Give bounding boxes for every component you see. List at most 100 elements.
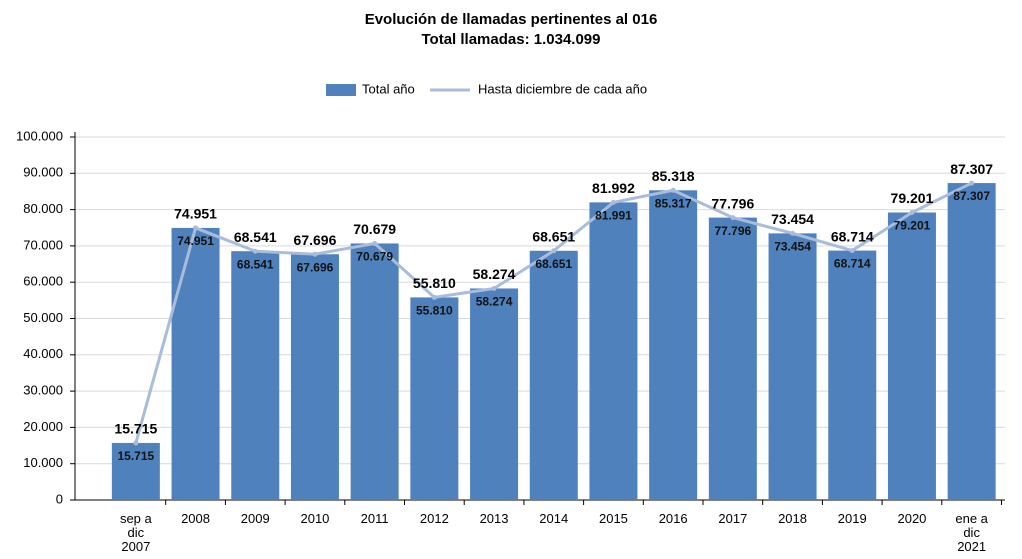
x-tick-label: 2018 (778, 511, 807, 526)
chart-title: Evolución de llamadas pertinentes al 016 (365, 11, 658, 28)
line-point (909, 210, 915, 216)
x-tick-label: sep a dic 2007 (120, 511, 153, 554)
line-point (193, 225, 199, 231)
y-tick-label: 10.000 (23, 455, 63, 470)
x-tick-label: 2019 (838, 511, 867, 526)
line-point (312, 251, 318, 257)
line-value-label: 68.541 (237, 257, 274, 271)
bar (350, 243, 399, 500)
line-point (133, 440, 139, 446)
bar-value-label: 15.715 (114, 421, 157, 437)
x-tick-label-line: 2010 (300, 511, 329, 526)
bar (708, 217, 757, 500)
line-point (551, 248, 557, 254)
bar (111, 442, 160, 500)
line-point (790, 230, 796, 236)
x-tick-label: 2012 (420, 511, 449, 526)
y-tick-label: 0 (56, 491, 63, 506)
x-tick-label: 2014 (539, 511, 568, 526)
x-tick-label-line: 2008 (181, 511, 210, 526)
bar (470, 288, 519, 500)
x-tick-label: 2011 (361, 511, 389, 526)
y-tick-label: 70.000 (23, 237, 63, 252)
x-tick-label: 2013 (480, 511, 509, 526)
bar (529, 250, 578, 500)
line-value-label: 85.317 (655, 196, 692, 210)
x-tick-label-line: 2013 (480, 511, 509, 526)
bar-value-label: 70.679 (353, 221, 396, 237)
line-point (670, 187, 676, 193)
x-tick-label-line: dic (128, 525, 145, 540)
bar-value-label: 77.796 (711, 195, 754, 211)
y-tick-label: 60.000 (23, 274, 63, 289)
bar-value-label: 74.951 (174, 206, 217, 222)
y-tick-label: 100.000 (16, 128, 63, 143)
y-tick-label: 50.000 (23, 310, 63, 325)
bar (947, 183, 996, 500)
y-tick-label: 80.000 (23, 201, 63, 216)
line-point (849, 248, 855, 254)
x-tick-label-line: 2007 (121, 539, 150, 554)
x-tick-label-line: 2017 (718, 511, 747, 526)
y-tick-label: 40.000 (23, 346, 63, 361)
x-tick-label: 2009 (241, 511, 270, 526)
bar-value-label: 58.274 (473, 266, 516, 282)
x-tick-label-line: 2018 (778, 511, 807, 526)
y-tick-label: 30.000 (23, 383, 63, 398)
bar-value-label: 73.454 (771, 211, 814, 227)
line-value-label: 58.274 (476, 295, 513, 309)
bar-value-label: 67.696 (294, 232, 337, 248)
bar-value-label: 87.307 (950, 161, 993, 177)
bar (649, 190, 698, 500)
x-tick-label-line: 2021 (957, 539, 986, 554)
y-tick-label: 90.000 (23, 165, 63, 180)
bar (290, 254, 339, 500)
chart-subtitle: Total llamadas: 1.034.099 (422, 31, 601, 48)
x-tick-label-line: 2020 (897, 511, 926, 526)
x-tick-label-line: 2015 (599, 511, 628, 526)
legend-swatch (326, 84, 356, 96)
bar (410, 297, 459, 500)
line-point (969, 180, 975, 186)
bar-value-label: 85.318 (652, 168, 695, 184)
x-tick-label: 2008 (181, 511, 210, 526)
x-tick-label-line: 2011 (361, 511, 389, 526)
x-tick-label-line: 2012 (420, 511, 449, 526)
x-tick-label-line: 2016 (659, 511, 688, 526)
line-value-label: 68.651 (535, 257, 572, 271)
line-value-label: 67.696 (297, 260, 334, 274)
x-tick-label: 2015 (599, 511, 628, 526)
x-tick-label: 2010 (300, 511, 329, 526)
bar (231, 251, 280, 500)
line-value-label: 73.454 (774, 240, 811, 254)
line-point (372, 240, 378, 246)
line-value-label: 79.201 (894, 219, 931, 233)
line-value-label: 87.307 (953, 189, 990, 203)
line-point (730, 215, 736, 221)
line-value-label: 77.796 (714, 224, 751, 238)
y-tick-label: 20.000 (23, 419, 63, 434)
x-tick-label-line: sep a (120, 511, 153, 526)
x-tick-label: 2017 (718, 511, 747, 526)
line-value-label: 74.951 (177, 234, 214, 248)
line-value-label: 15.715 (117, 449, 154, 463)
bar-value-label: 68.651 (532, 229, 575, 245)
line-value-label: 70.679 (356, 250, 393, 264)
x-tick-label-line: 2019 (838, 511, 867, 526)
x-tick-label-line: dic (963, 525, 980, 540)
bar (828, 250, 877, 500)
bar-value-label: 79.201 (891, 190, 934, 206)
bar-value-label: 81.992 (592, 180, 635, 196)
line-point (252, 248, 258, 254)
x-tick-label: 2020 (897, 511, 926, 526)
bar-value-label: 55.810 (413, 275, 456, 291)
x-tick-label-line: 2009 (241, 511, 270, 526)
bar (887, 212, 936, 500)
line-point (610, 199, 616, 205)
bar (171, 227, 220, 501)
bar-value-label: 68.541 (234, 229, 277, 245)
x-tick-label-line: 2014 (539, 511, 568, 526)
bar (768, 233, 817, 500)
bar (589, 202, 638, 501)
